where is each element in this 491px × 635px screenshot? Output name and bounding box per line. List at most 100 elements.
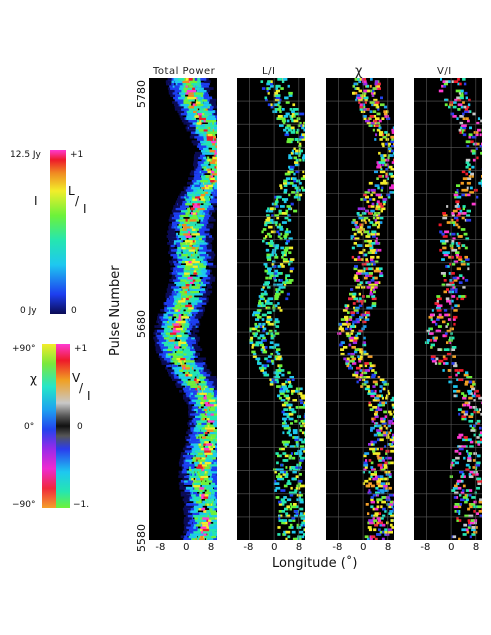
heatmap-cell	[202, 91, 207, 95]
heatmap-cell	[198, 406, 201, 409]
heatmap-cell	[166, 235, 169, 238]
heatmap-cell	[376, 500, 380, 504]
heatmap-cell	[199, 147, 206, 151]
heatmap-cell	[175, 327, 184, 331]
heatmap-cell	[192, 419, 197, 423]
heatmap-cell	[187, 251, 192, 255]
heatmap-cell	[285, 209, 289, 213]
heatmap-cell	[279, 470, 285, 474]
heatmap-cell	[163, 304, 168, 308]
heatmap-cell	[180, 366, 184, 370]
heatmap-cell	[176, 332, 185, 335]
heatmap-cell	[274, 295, 280, 298]
heatmap-cell	[285, 112, 290, 116]
heatmap-cell	[183, 341, 190, 345]
heatmap-cell	[214, 145, 217, 148]
heatmap-cell	[281, 447, 285, 451]
heatmap-cell	[282, 260, 287, 264]
heatmap-cell	[186, 438, 191, 442]
heatmap-cell	[267, 258, 272, 261]
heatmap-cell	[197, 493, 205, 497]
heatmap-cell	[158, 320, 163, 324]
heatmap-cell	[277, 454, 280, 458]
heatmap-cell	[252, 352, 257, 356]
heatmap-cell	[262, 285, 265, 289]
heatmap-cell	[281, 117, 286, 121]
heatmap-cell	[300, 124, 303, 127]
heatmap-cell	[188, 260, 192, 264]
heatmap-cell	[192, 248, 195, 252]
heatmap-cell	[192, 306, 197, 310]
heatmap-cell	[374, 537, 378, 540]
heatmap-cell	[384, 510, 387, 513]
heatmap-cell	[301, 521, 305, 525]
heatmap-cell	[265, 218, 270, 222]
heatmap-cell	[214, 486, 217, 490]
heatmap-cell	[194, 172, 199, 176]
heatmap-cell	[206, 429, 214, 432]
heatmap-cell	[300, 484, 303, 488]
heatmap-cell	[294, 438, 299, 442]
heatmap-cell	[193, 105, 202, 109]
heatmap-cell	[191, 195, 195, 199]
heatmap-cell	[212, 165, 217, 169]
heatmap-cell	[274, 98, 280, 102]
heatmap-cell	[177, 272, 184, 275]
heatmap-cell	[265, 221, 271, 224]
heatmap-cell	[175, 89, 182, 93]
heatmap-cell	[302, 170, 305, 174]
heatmap-cell	[285, 466, 288, 469]
heatmap-cell	[160, 318, 168, 321]
heatmap-cell	[372, 507, 375, 511]
heatmap-cell	[283, 533, 287, 536]
heatmap-cell	[261, 318, 265, 321]
heatmap-cell	[288, 165, 292, 169]
heatmap-cell	[262, 371, 267, 375]
heatmap-cell	[184, 103, 189, 107]
heatmap-cell	[178, 112, 183, 116]
heatmap-cell	[182, 228, 186, 231]
heatmap-cell	[214, 121, 217, 125]
heatmap-cell	[186, 486, 193, 490]
heatmap-cell	[207, 473, 210, 476]
heatmap-cell	[286, 431, 291, 435]
heatmap-cell	[281, 521, 286, 525]
heatmap-cell	[177, 334, 182, 338]
heatmap-cell	[195, 445, 199, 449]
heatmap-cell	[266, 255, 272, 259]
heatmap-cell	[280, 503, 285, 506]
heatmap-cell	[214, 408, 217, 412]
heatmap-cell	[181, 302, 189, 305]
heatmap-cell	[262, 297, 266, 301]
heatmap-cell	[181, 295, 186, 298]
heatmap-cell	[175, 262, 181, 266]
heatmap-cell	[196, 186, 201, 190]
heatmap-cell	[199, 422, 207, 425]
heatmap-cell	[288, 433, 292, 437]
heatmap-cell	[190, 523, 194, 527]
heatmap-cell	[210, 415, 217, 419]
panel-title-total-power: Total Power	[153, 66, 216, 77]
heatmap-cell	[183, 530, 188, 534]
heatmap-cell	[282, 431, 285, 435]
heatmap-cell	[278, 209, 282, 213]
heatmap-cell	[167, 369, 175, 372]
heatmap-cell	[203, 209, 209, 213]
heatmap-cell	[295, 406, 301, 409]
heatmap-cell	[173, 369, 181, 372]
heatmap-cell	[302, 133, 305, 137]
heatmap-cell	[289, 382, 292, 386]
heatmap-cell	[200, 225, 206, 229]
heatmap-cell	[207, 410, 212, 414]
heatmap-cell	[298, 461, 302, 465]
heatmap-cell	[190, 436, 197, 439]
heatmap-cell	[200, 359, 204, 363]
heatmap-cell	[189, 242, 193, 245]
heatmap-cell	[288, 218, 292, 222]
heatmap-cell	[267, 207, 270, 211]
heatmap-cell	[386, 521, 389, 525]
heatmap-cell	[193, 156, 202, 160]
heatmap-cell	[284, 216, 289, 220]
heatmap-cell	[279, 468, 284, 472]
heatmap-cell	[285, 177, 291, 181]
